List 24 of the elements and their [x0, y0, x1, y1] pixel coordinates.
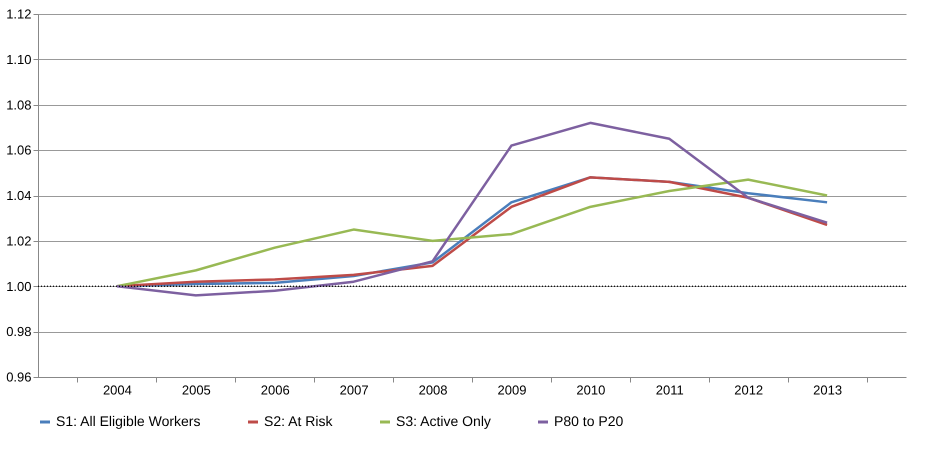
y-tick-label: 0.98 [6, 324, 32, 340]
y-tick-label: 1.06 [6, 142, 32, 158]
y-tick-label: 1.04 [6, 188, 32, 203]
legend-label: S1: All Eligible Workers [56, 413, 200, 429]
legend-label: S2: At Risk [264, 413, 334, 429]
x-tick-label: 2011 [656, 382, 684, 398]
x-tick-label: 2010 [576, 382, 606, 398]
y-tick-label: 0.96 [6, 370, 32, 384]
line-series [116, 122, 828, 297]
y-tick-label: 1.10 [6, 52, 32, 67]
y-tick-label: 1.12 [6, 6, 32, 22]
legend-label: S3: Active Only [396, 413, 491, 429]
y-tick-label: 1.00 [6, 278, 32, 294]
x-tick-label: 2009 [497, 382, 526, 398]
x-tick-label: 2012 [734, 382, 764, 398]
x-tick-label: 2008 [418, 382, 448, 398]
y-tick-label: 1.08 [6, 97, 32, 112]
x-tick-label: 2006 [260, 382, 290, 398]
y-tick-label: 1.02 [6, 233, 32, 248]
x-tick-label: 2004 [102, 382, 132, 398]
x-tick-label: 2005 [182, 382, 211, 398]
x-tick-label: 2013 [813, 382, 842, 398]
legend-label: P80 to P20 [554, 413, 624, 429]
x-tick-label: 2007 [340, 382, 369, 398]
